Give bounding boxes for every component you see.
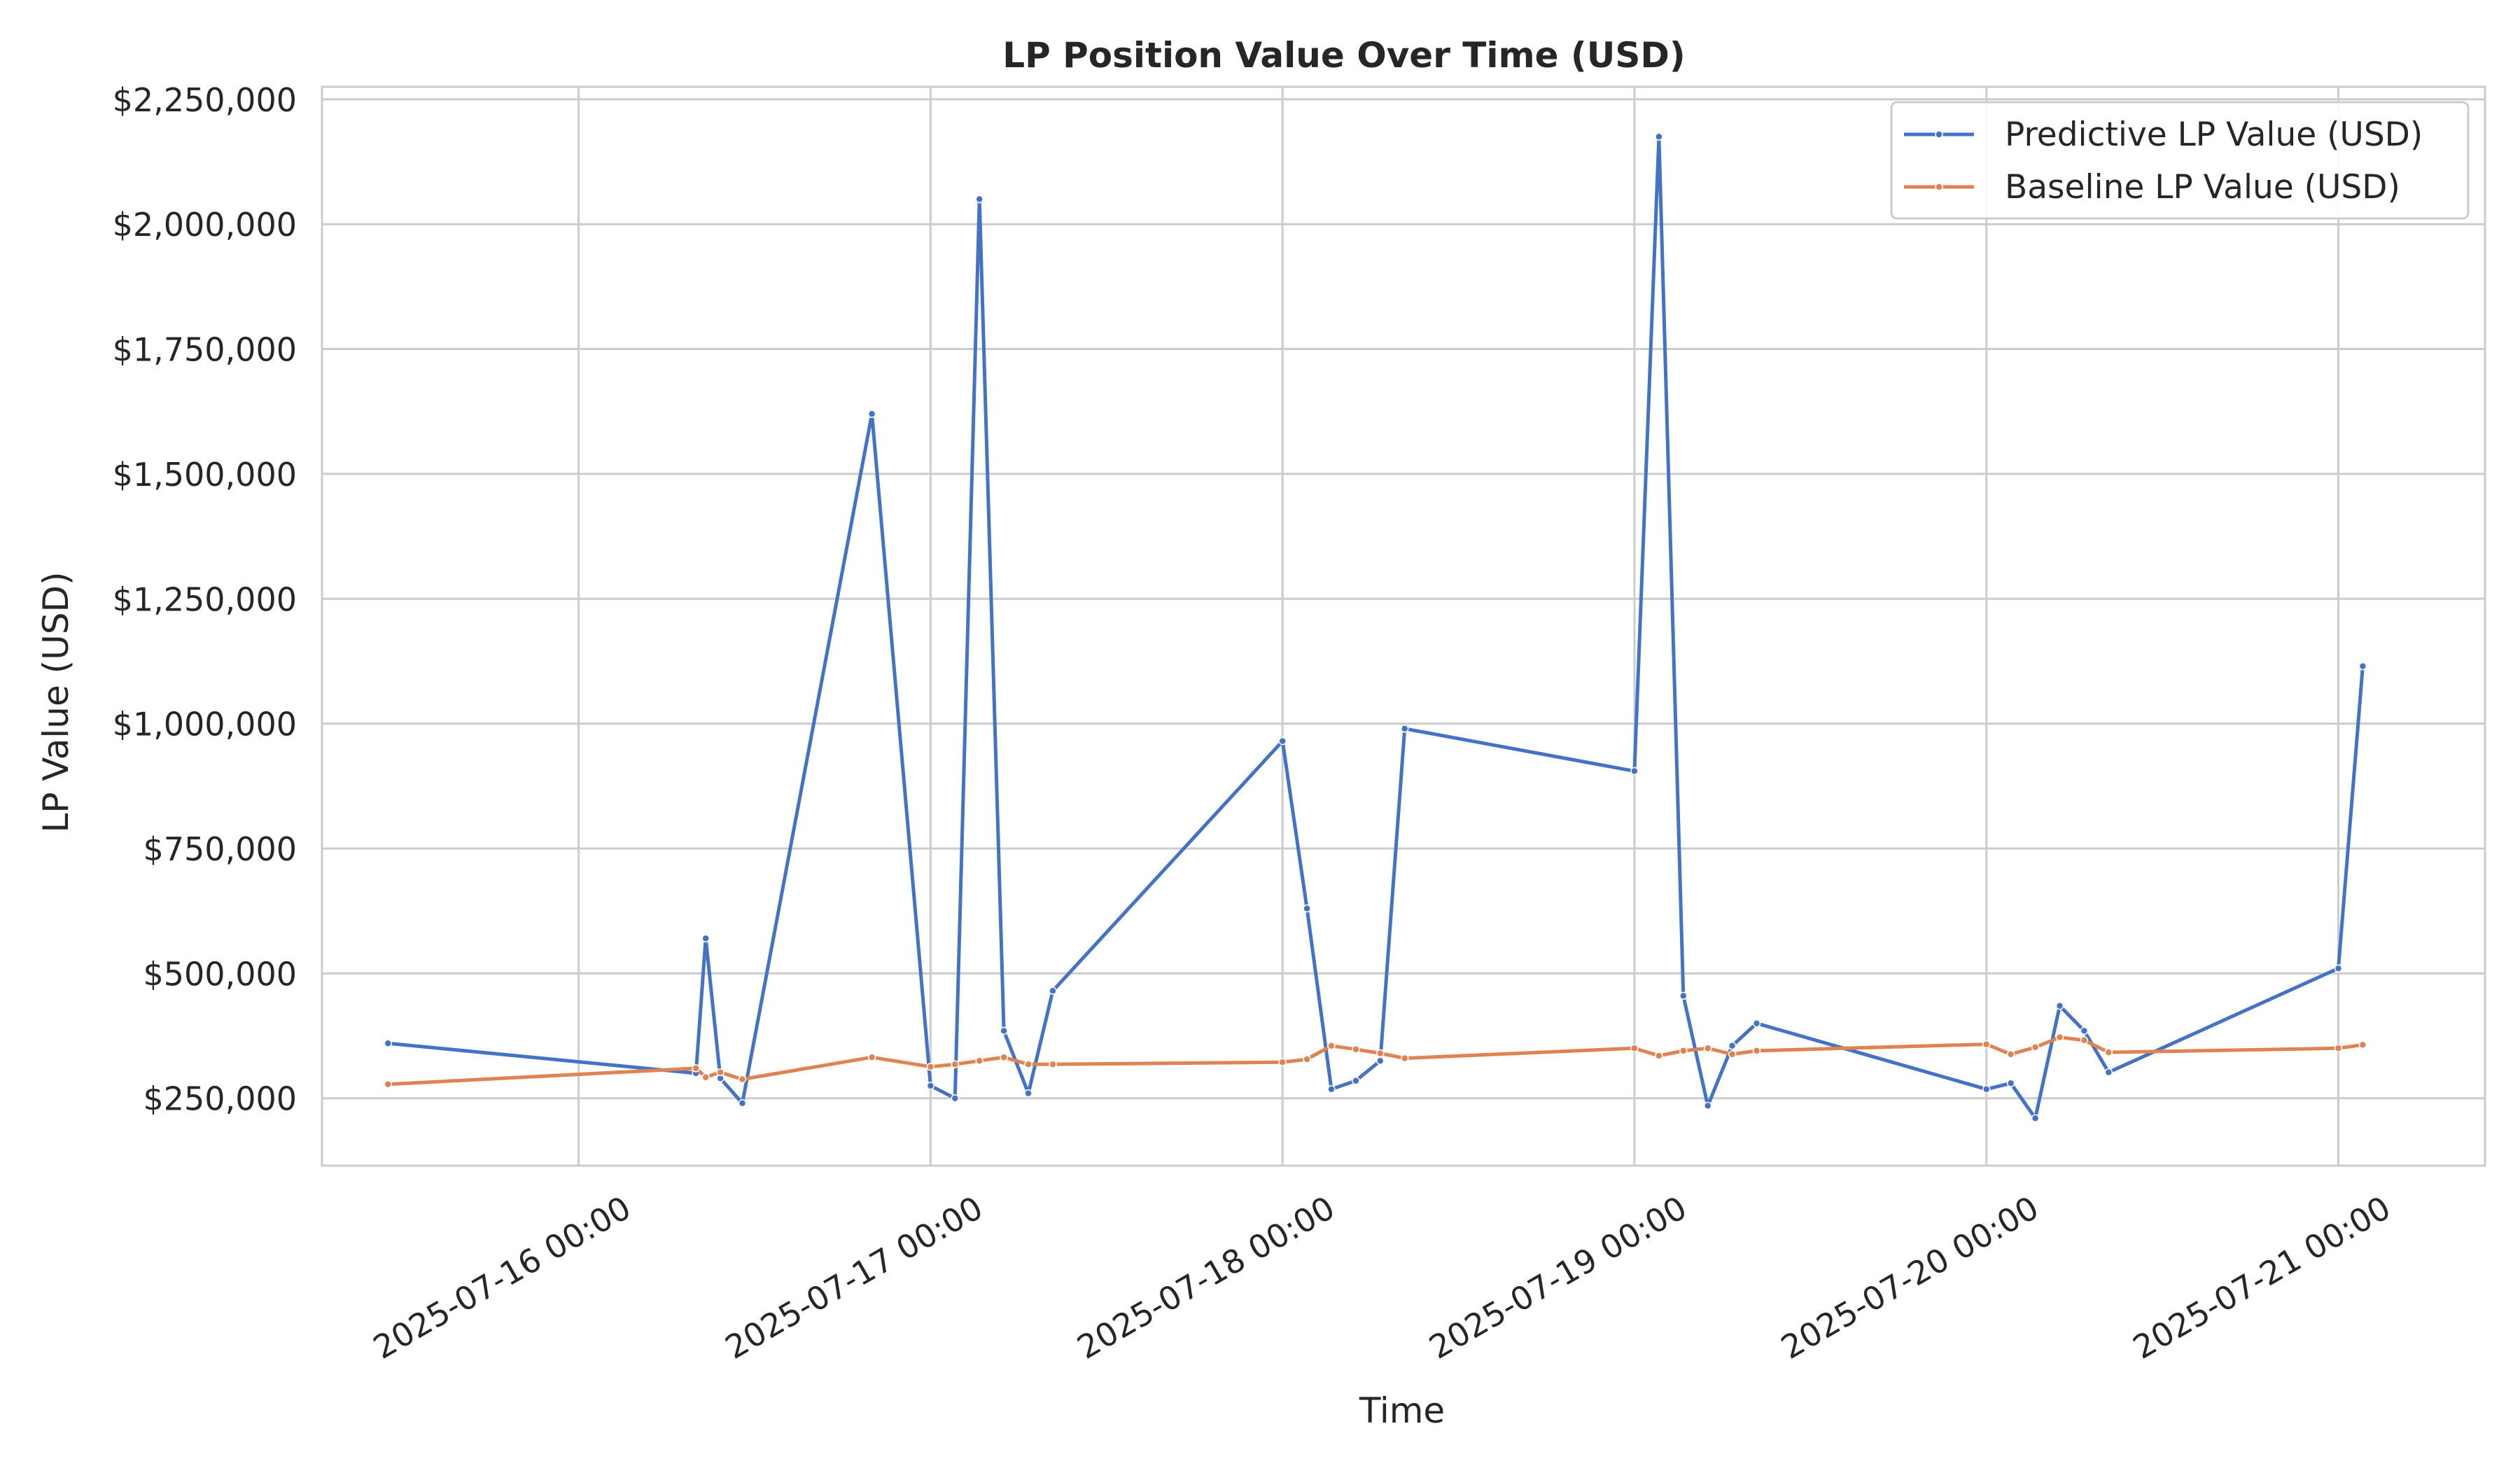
series-0	[384, 132, 2367, 1122]
y-tick-label: $1,500,000	[113, 456, 297, 494]
data-point	[1630, 1044, 1639, 1053]
data-point	[867, 1053, 876, 1061]
data-point	[1303, 904, 1311, 913]
data-point	[738, 1075, 747, 1084]
data-point	[2358, 1040, 2367, 1049]
data-point	[1655, 1052, 1663, 1060]
legend-entry-predictive: Predictive LP Value (USD)	[1904, 116, 2423, 154]
legend-marker-baseline	[1935, 183, 1943, 191]
data-point	[867, 410, 876, 419]
data-point	[975, 195, 983, 204]
legend-entry-baseline: Baseline LP Value (USD)	[1904, 168, 2400, 207]
data-point	[738, 1099, 747, 1108]
data-point	[384, 1080, 393, 1089]
data-point	[1630, 767, 1639, 776]
y-tick-label: $2,250,000	[113, 81, 297, 119]
data-point	[1655, 132, 1663, 141]
data-point	[2334, 1044, 2343, 1053]
chart-title: LP Position Value Over Time (USD)	[1002, 35, 1686, 76]
data-point	[1024, 1060, 1032, 1068]
data-point	[2080, 1026, 2089, 1035]
data-point	[1303, 1055, 1311, 1063]
grid	[322, 87, 2485, 1166]
data-point	[1000, 1053, 1008, 1061]
data-point	[701, 934, 710, 943]
data-point	[1049, 1060, 1057, 1068]
data-point	[1728, 1050, 1737, 1059]
data-point	[1982, 1040, 1991, 1049]
data-point	[1752, 1019, 1761, 1028]
data-point	[1752, 1047, 1761, 1055]
legend: Predictive LP Value (USD) Baseline LP Va…	[1890, 101, 2470, 220]
data-point	[1000, 1026, 1008, 1035]
y-tick-label: $2,000,000	[113, 206, 297, 244]
data-point	[1400, 725, 1409, 733]
series-layer	[384, 132, 2367, 1122]
data-point	[1400, 1054, 1409, 1063]
data-point	[1679, 1047, 1688, 1055]
y-tick-label: $500,000	[144, 955, 298, 993]
data-point	[1376, 1049, 1385, 1058]
data-point	[2358, 662, 2367, 671]
data-point	[1352, 1045, 1360, 1054]
data-point	[1982, 1085, 1991, 1094]
data-point	[951, 1060, 960, 1068]
plot-frame	[321, 85, 2486, 1167]
data-point	[926, 1062, 935, 1071]
data-point	[2080, 1036, 2089, 1045]
data-point	[1278, 1058, 1287, 1067]
data-point	[2031, 1043, 2040, 1052]
data-point	[384, 1039, 393, 1047]
data-point	[716, 1068, 724, 1077]
series-line	[388, 134, 2365, 1120]
y-tick-label: $750,000	[144, 830, 298, 868]
data-point	[2006, 1079, 2015, 1088]
data-point	[692, 1064, 700, 1073]
data-point	[1327, 1085, 1336, 1094]
data-point	[1376, 1056, 1385, 1065]
data-point	[1679, 991, 1688, 1000]
y-tick-label: $1,250,000	[113, 580, 297, 618]
data-point	[1327, 1042, 1336, 1050]
data-point	[2031, 1114, 2040, 1122]
data-point	[1352, 1076, 1360, 1085]
data-point	[1703, 1044, 1712, 1053]
data-point	[2006, 1050, 2015, 1059]
data-point	[701, 1073, 710, 1082]
y-axis-ticks: $250,000 $500,000 $750,000 $1,000,000 $1,250…	[113, 81, 297, 1118]
legend-box	[1890, 101, 2470, 220]
series-1	[384, 1033, 2367, 1089]
data-point	[2055, 1033, 2064, 1042]
y-axis-label: LP Value (USD)	[36, 572, 76, 833]
series-line	[388, 1035, 2363, 1087]
y-tick-label: $250,000	[144, 1080, 298, 1118]
data-point	[2104, 1068, 2113, 1077]
y-tick-label: $1,750,000	[113, 331, 297, 369]
data-point	[975, 1056, 983, 1065]
data-point	[2055, 1001, 2064, 1010]
y-tick-label: $1,000,000	[113, 706, 297, 744]
x-axis-label: Time	[1359, 1390, 1445, 1431]
data-point	[2104, 1048, 2113, 1056]
legend-label-baseline: Baseline LP Value (USD)	[2005, 168, 2400, 207]
data-point	[1703, 1101, 1712, 1110]
data-point	[951, 1094, 960, 1103]
data-point	[1278, 736, 1287, 746]
legend-marker-predictive	[1935, 130, 1943, 139]
data-point	[1049, 986, 1057, 996]
legend-label-predictive: Predictive LP Value (USD)	[2005, 116, 2423, 154]
data-point	[1728, 1042, 1737, 1050]
data-point	[926, 1082, 935, 1090]
data-point	[1024, 1089, 1032, 1098]
data-point	[2334, 964, 2343, 972]
